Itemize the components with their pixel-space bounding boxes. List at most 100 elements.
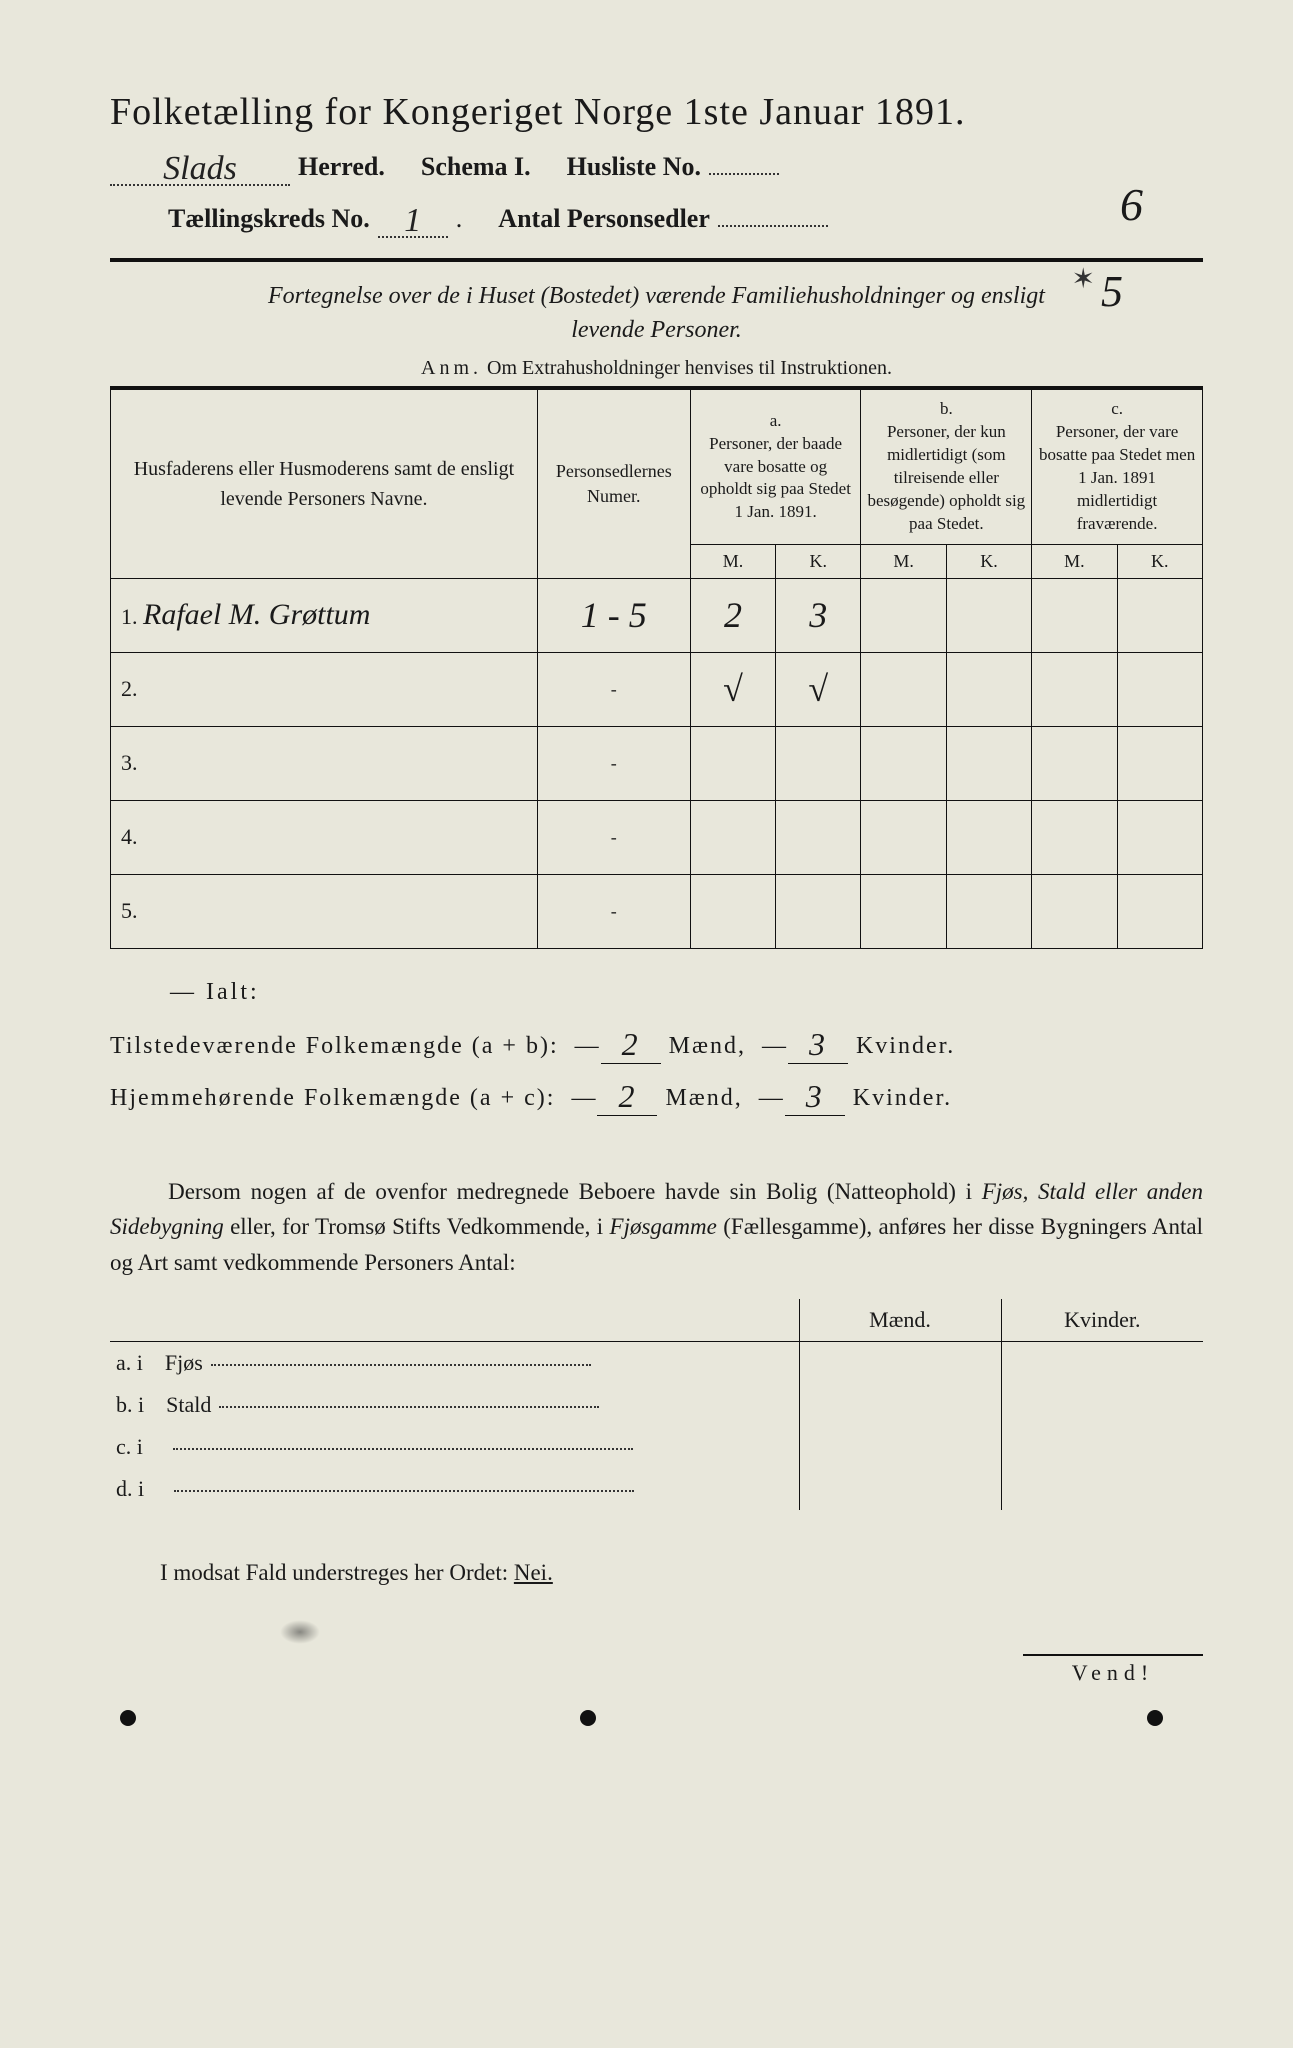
bottom-row-label: c. i <box>110 1426 799 1468</box>
col-names-text: Husfaderens eller Husmoderens samt de en… <box>134 458 514 510</box>
bottom-row-label: b. i Stald <box>110 1384 799 1426</box>
bottom-row-k <box>1001 1426 1203 1468</box>
col-b-m: M. <box>861 544 946 578</box>
vend-label: Vend! <box>1023 1654 1203 1686</box>
kreds-field: 1 <box>378 198 448 238</box>
row-numer: - <box>537 800 690 874</box>
col-c-text: Personer, der vare bosatte paa Stedet me… <box>1039 422 1195 533</box>
table-row: 5. - <box>111 874 1203 948</box>
row-bk <box>946 800 1031 874</box>
col-b: b. Personer, der kun midlertidigt (som t… <box>861 388 1032 544</box>
header-line-2: Slads Herred. Schema I. Husliste No. <box>110 146 1203 186</box>
row-bm <box>861 726 946 800</box>
table-row: 4. - <box>111 800 1203 874</box>
bottom-row-k <box>1001 1384 1203 1426</box>
page-title: Folketælling for Kongeriget Norge 1ste J… <box>110 90 1203 134</box>
bottom-row-m <box>799 1341 1001 1384</box>
subtitle-line1: Fortegnelse over de i Huset (Bostedet) v… <box>268 283 1045 309</box>
row-name: 4. <box>111 800 538 874</box>
col-b-label: b. <box>940 399 953 418</box>
schema-label: Schema I. <box>421 152 531 182</box>
col-c-m: M. <box>1032 544 1117 578</box>
row-numer: - <box>537 726 690 800</box>
punch-hole-1 <box>120 1710 136 1726</box>
census-form-page: Folketælling for Kongeriget Norge 1ste J… <box>110 90 1203 1586</box>
kreds-value: 1 <box>404 202 421 239</box>
col-a-text: Personer, der baade vare bosatte og opho… <box>700 434 851 522</box>
nei-line: I modsat Fald understreges her Ordet: Ne… <box>160 1560 1203 1586</box>
row-cm <box>1032 652 1117 726</box>
col-b-text: Personer, der kun midlertidigt (som tilr… <box>867 422 1025 533</box>
bottom-row: a. i Fjøs <box>110 1341 1203 1384</box>
row-am <box>690 874 775 948</box>
ialt-line2-label: Hjemmehørende Folkemængde (a + c): <box>110 1085 555 1111</box>
annotation-line: Anm. Om Extrahusholdninger henvises til … <box>110 357 1203 380</box>
punch-hole-3 <box>1147 1710 1163 1726</box>
row-ck <box>1117 874 1202 948</box>
row-ck <box>1117 726 1202 800</box>
antal-field <box>718 225 828 227</box>
row-am: 2 <box>690 578 775 652</box>
bottom-row-k <box>1001 1468 1203 1510</box>
side-building-paragraph: Dersom nogen af de ovenfor medregnede Be… <box>110 1174 1203 1281</box>
row-ck <box>1117 800 1202 874</box>
row-numer: - <box>537 874 690 948</box>
row-cm <box>1032 874 1117 948</box>
col-a-k: K. <box>776 544 861 578</box>
col-a-label: a. <box>770 411 782 430</box>
kvinder-label-2: Kvinder. <box>853 1085 952 1111</box>
row-bm <box>861 874 946 948</box>
ialt-1-m: 2 <box>601 1026 661 1064</box>
row-am: √ <box>690 652 775 726</box>
ialt-2-k: 3 <box>785 1078 845 1116</box>
row-cm <box>1032 800 1117 874</box>
totals-block: — Ialt: Tilstedeværende Folkemængde (a +… <box>110 979 1203 1114</box>
herred-label: Herred. <box>298 152 385 182</box>
row-ak <box>776 874 861 948</box>
row-ak: 3 <box>776 578 861 652</box>
row-name: 3. <box>111 726 538 800</box>
bottom-maend-header: Mænd. <box>799 1299 1001 1342</box>
ialt-line-2: Hjemmehørende Folkemængde (a + c): —2 Mæ… <box>110 1076 1203 1114</box>
col-a: a. Personer, der baade vare bosatte og o… <box>690 388 861 544</box>
ialt-title: — Ialt: <box>170 979 1203 1006</box>
subtitle: Fortegnelse over de i Huset (Bostedet) v… <box>110 280 1203 347</box>
header-line-3: Tællingskreds No. 1 . Antal Personsedler <box>110 198 1203 238</box>
row-cm <box>1032 726 1117 800</box>
nei-word: Nei. <box>514 1560 553 1585</box>
bottom-row-label: a. i Fjøs <box>110 1341 799 1384</box>
row-ak: √ <box>776 652 861 726</box>
row-name: 2. <box>111 652 538 726</box>
punch-hole-2 <box>580 1710 596 1726</box>
ink-smudge <box>280 1620 320 1644</box>
maend-label-1: Mænd, <box>669 1033 746 1059</box>
bottom-blank <box>110 1299 799 1342</box>
bottom-row-k <box>1001 1341 1203 1384</box>
antal-scribble: ✶ <box>1072 262 1095 296</box>
col-c-k: K. <box>1117 544 1202 578</box>
bottom-kvinder-header: Kvinder. <box>1001 1299 1203 1342</box>
bottom-row-m <box>799 1384 1001 1426</box>
table-row: 3. - <box>111 726 1203 800</box>
row-ck <box>1117 652 1202 726</box>
bottom-table: Mænd. Kvinder. a. i Fjøs b. i Stald c. i… <box>110 1299 1203 1510</box>
para-it2: Fjøsgamme <box>610 1214 717 1239</box>
herred-value: Slads <box>163 150 237 187</box>
para-t2: eller, for Tromsø Stifts Vedkommende, i <box>224 1214 610 1239</box>
row-bm <box>861 578 946 652</box>
kvinder-label-1: Kvinder. <box>856 1033 955 1059</box>
col-c: c. Personer, der vare bosatte paa Stedet… <box>1032 388 1203 544</box>
table-row: 1. Rafael M. Grøttum 1 - 5 2 3 <box>111 578 1203 652</box>
row-name: 5. <box>111 874 538 948</box>
row-ck <box>1117 578 1202 652</box>
ialt-2-m: 2 <box>597 1078 657 1116</box>
bottom-row-m <box>799 1426 1001 1468</box>
col-a-m: M. <box>690 544 775 578</box>
col-names: Husfaderens eller Husmoderens samt de en… <box>111 388 538 578</box>
row-numer: - <box>537 652 690 726</box>
divider-1 <box>110 258 1203 262</box>
anm-text: Om Extrahusholdninger henvises til Instr… <box>487 357 892 379</box>
bottom-row-m <box>799 1468 1001 1510</box>
antal-value: 5 <box>1101 266 1123 317</box>
row-am <box>690 726 775 800</box>
